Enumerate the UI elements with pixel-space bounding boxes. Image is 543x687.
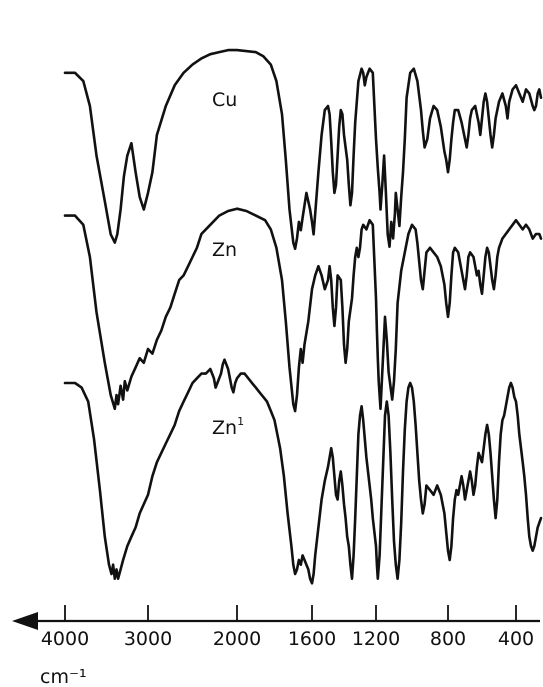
x-axis-unit-label: cm⁻¹ [40,666,87,687]
series-label-3: Zn1 [212,415,244,439]
spectrum-line-2 [63,207,543,413]
x-tick-label-2000: 2000 [213,628,261,650]
series-label-1: Cu [212,89,237,111]
x-tick-label-4000: 4000 [41,628,89,650]
series-label-2: Zn [212,239,237,261]
x-axis-ticks: 4000 3000 2000 1600 1200 800 400 [41,605,534,650]
series-labels: Cu Zn Zn1 [212,89,244,439]
x-tick-label-1200: 1200 [352,628,400,650]
x-tick-label-800: 800 [430,628,466,650]
x-axis [12,612,540,630]
x-tick-label-1600: 1600 [288,628,336,650]
spectra-layer [63,48,543,585]
x-axis-arrowhead-icon [12,612,38,630]
x-tick-label-400: 400 [498,628,534,650]
spectrum-line-1 [63,48,543,251]
x-tick-label-3000: 3000 [124,628,172,650]
spectrum-line-3 [63,358,543,585]
